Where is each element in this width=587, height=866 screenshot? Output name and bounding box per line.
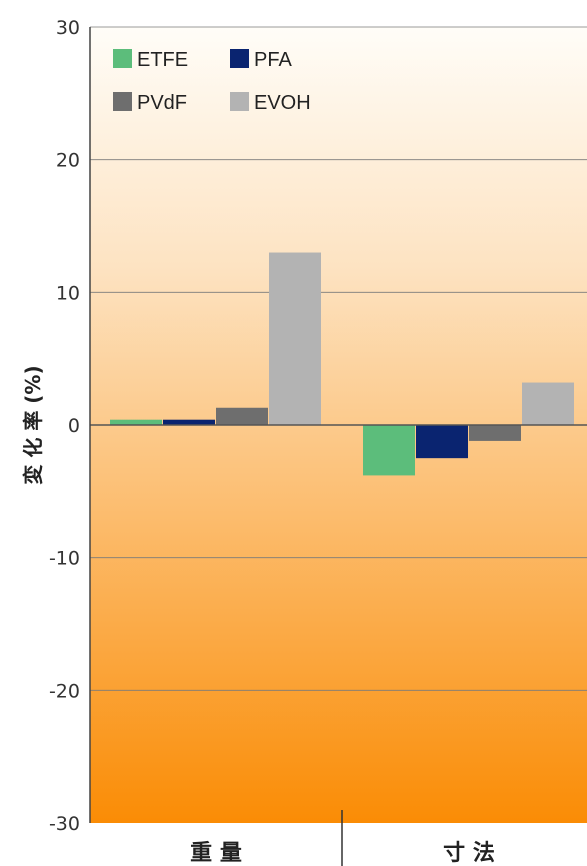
legend-label: ETFE [137, 49, 188, 71]
bar-evoh-0 [269, 252, 321, 425]
gridlines [90, 26, 587, 691]
y-tick-labels: 30 20 10 0 -10 -20 -30 [49, 17, 80, 835]
bars [110, 252, 574, 476]
legend: ETFE PFA PVdF EVOH [113, 49, 311, 114]
category-label: 寸 法 [443, 841, 495, 866]
legend-swatch-pvdf [113, 92, 132, 111]
category-label: 重 量 [190, 841, 242, 866]
legend-label: PFA [254, 49, 292, 71]
legend-swatch-evoh [230, 92, 249, 111]
y-tick-label: 10 [56, 282, 80, 304]
bar-pvdf-0 [216, 407, 268, 425]
legend-label: PVdF [137, 92, 187, 114]
y-tick-label: 20 [56, 150, 80, 172]
legend-swatch-pfa [230, 49, 249, 68]
legend-label: EVOH [254, 92, 311, 114]
bar-etfe-1 [363, 425, 415, 476]
bar-pvdf-1 [469, 425, 521, 441]
y-tick-label: -20 [49, 680, 80, 702]
category-labels: 重 量寸 法 [190, 841, 495, 866]
y-axis-label: 変 化 率 (%) [21, 365, 45, 484]
y-tick-label: 30 [56, 17, 80, 39]
y-tick-label: 0 [68, 415, 80, 437]
bar-pfa-0 [163, 419, 215, 425]
y-tick-label: -30 [49, 813, 80, 835]
bar-pfa-1 [416, 425, 468, 459]
y-tick-label: -10 [49, 548, 80, 570]
bar-evoh-1 [522, 382, 574, 425]
legend-swatch-etfe [113, 49, 132, 68]
bar-etfe-0 [110, 419, 162, 425]
